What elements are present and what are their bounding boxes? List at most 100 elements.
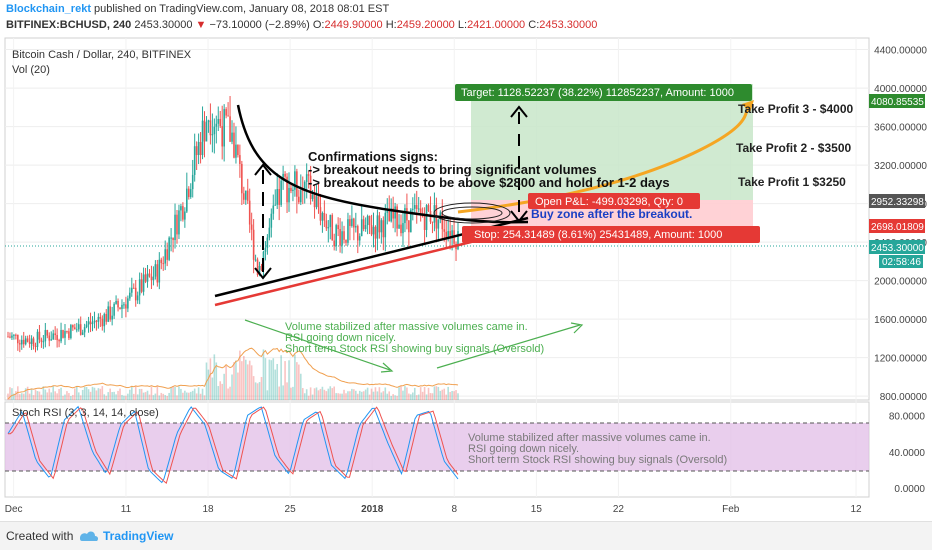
candle-body — [272, 205, 275, 214]
change-arrow-icon: ▼ — [195, 19, 207, 31]
resistance-curve[interactable] — [236, 104, 529, 224]
volume-bar — [107, 392, 110, 400]
candle-body — [176, 214, 178, 235]
time-tick-label: 22 — [613, 504, 625, 515]
candle-body — [341, 231, 343, 246]
candle-body — [127, 298, 129, 309]
volume-bar — [305, 389, 308, 400]
volume-bar — [270, 360, 273, 400]
volume-bar — [162, 393, 165, 400]
candle-body — [335, 225, 337, 247]
candle-body — [408, 220, 410, 233]
volume-bar — [329, 386, 332, 400]
volume-bar — [278, 386, 280, 400]
volume-bar — [303, 393, 306, 400]
volume-bar — [246, 364, 249, 400]
volume-bar — [24, 388, 27, 400]
candle-body — [274, 204, 277, 206]
candle-body — [270, 213, 273, 228]
candle-body — [378, 215, 381, 233]
volume-bar — [331, 388, 334, 400]
volume-bar — [386, 393, 389, 400]
volume-bar — [327, 388, 330, 400]
volume-bar — [168, 392, 170, 400]
candle-body — [178, 210, 180, 235]
volume-bar — [351, 388, 353, 400]
volume-bar — [435, 386, 438, 400]
volume-bar — [46, 392, 49, 400]
up-arrow-icon — [254, 163, 272, 176]
price-tick-label: 1200.00000 — [874, 354, 927, 365]
price-tick-label: 2000.00000 — [874, 277, 927, 288]
candle-body — [252, 229, 255, 260]
candle-body — [186, 188, 188, 212]
candle-body — [119, 307, 121, 309]
candle-body — [154, 264, 157, 277]
created-with-label: Created with — [6, 529, 74, 543]
volume-bar — [89, 391, 92, 400]
take-profit-1: Take Profit 1 $3250 — [738, 175, 846, 189]
volume-bar — [211, 377, 214, 400]
volume-bar — [353, 389, 355, 400]
volume-bar — [176, 395, 178, 400]
candle-body — [305, 174, 308, 182]
open-pl-tag[interactable] — [528, 193, 700, 209]
time-tick-label: Feb — [722, 504, 740, 515]
volume-bar — [368, 394, 371, 400]
volume-bar — [262, 349, 265, 400]
candle-body — [260, 265, 263, 270]
candle-body — [239, 155, 241, 164]
volume-bar — [227, 388, 229, 400]
volume-bar — [48, 388, 51, 400]
candle-body — [349, 219, 351, 226]
candle-body — [457, 231, 459, 250]
volume-bar — [341, 393, 343, 400]
countdown-value: 02:58:46 — [882, 257, 921, 268]
volume-bar — [182, 392, 184, 400]
candle-body — [28, 341, 31, 344]
candle-body — [166, 249, 168, 260]
rsi-axis[interactable]: 0.0000 40.0000 80.0000 — [889, 412, 926, 495]
volume-bar — [309, 387, 312, 400]
rsi-tick-label: 80.0000 — [889, 412, 926, 423]
candle-body — [292, 189, 294, 192]
candle-body — [392, 208, 394, 219]
candle-body — [211, 134, 214, 136]
chart-canvas[interactable]: Bitcoin Cash / Dollar, 240, BITFINEX Vol… — [0, 0, 932, 521]
candle-body — [445, 231, 448, 238]
candle-body — [353, 218, 355, 228]
volume-bar — [449, 391, 451, 400]
volume-bar — [345, 393, 347, 400]
volume-bar — [335, 393, 337, 400]
candle-body — [280, 180, 282, 205]
volume-bar — [441, 389, 444, 400]
volume-bar — [382, 391, 385, 400]
candle-body — [425, 205, 428, 230]
stop-tag[interactable] — [462, 226, 760, 243]
candle-body — [34, 345, 37, 347]
buy-zone-label: Buy zone after the breakout. — [531, 207, 692, 221]
time-axis[interactable]: Dec 11 18 25 2018 8 15 22 Feb 12 — [5, 504, 862, 515]
author-link[interactable]: Blockchain_rekt — [6, 3, 91, 15]
arrow-head-icon — [570, 322, 584, 334]
tradingview-link[interactable]: TradingView — [103, 529, 174, 543]
volume-bar — [301, 388, 304, 400]
target-tag[interactable] — [455, 84, 752, 101]
volume-bar — [146, 390, 149, 400]
volume-bar — [402, 390, 404, 400]
volume-bar — [410, 394, 412, 400]
candle-body — [237, 144, 239, 156]
published-text: published on TradingView.com, January 08… — [94, 3, 390, 15]
volume-bar — [115, 394, 117, 400]
volume-bar — [280, 355, 282, 400]
volume-bar — [97, 388, 100, 400]
candle-body — [215, 123, 218, 127]
volume-bar — [276, 363, 279, 400]
candle-body — [150, 276, 153, 281]
volume-bar — [81, 389, 84, 400]
time-tick-label: 12 — [850, 504, 862, 515]
ohlc-bar: BITFINEX:BCHUSD, 240 2453.30000 ▼ −73.10… — [6, 19, 597, 31]
volume-bar — [254, 382, 257, 400]
candle-body — [191, 174, 194, 190]
rsi-note-1: Volume stabilized after massive volumes … — [468, 432, 711, 444]
